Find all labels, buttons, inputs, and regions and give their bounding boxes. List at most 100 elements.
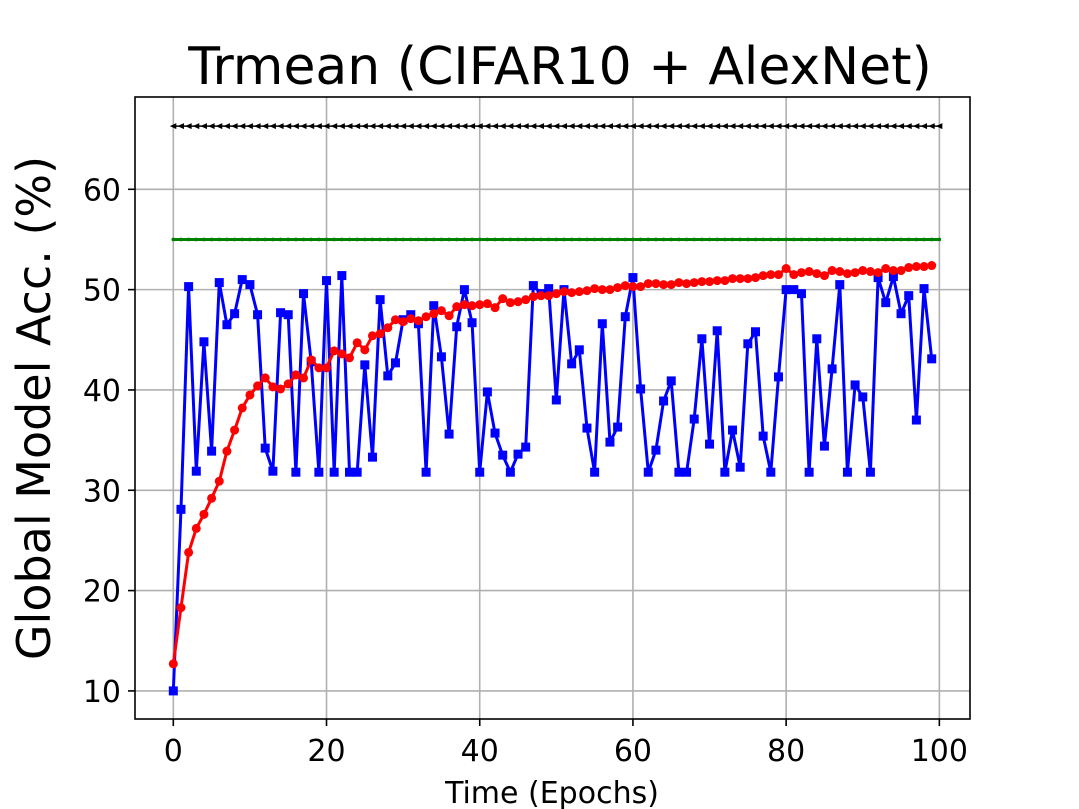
data-point: [352, 338, 362, 348]
data-point: [850, 380, 860, 390]
data-point: [360, 345, 370, 355]
data-point: [445, 123, 453, 130]
data-point: [843, 123, 851, 130]
data-point: [324, 237, 329, 242]
data-point: [613, 422, 623, 432]
data-point: [935, 123, 943, 130]
data-point: [444, 429, 454, 439]
data-point: [812, 269, 822, 279]
data-point: [414, 123, 422, 130]
data-point: [705, 439, 715, 449]
data-point: [368, 123, 376, 130]
data-point: [340, 237, 344, 242]
data-point: [712, 326, 722, 336]
data-point: [314, 467, 324, 477]
data-point: [914, 237, 919, 242]
data-point: [470, 237, 474, 242]
data-point: [773, 372, 783, 382]
data-point: [684, 237, 689, 242]
data-point: [858, 392, 868, 402]
data-point: [483, 123, 491, 130]
data-point: [513, 297, 523, 307]
data-point: [853, 237, 857, 242]
data-point: [712, 276, 722, 286]
data-point: [522, 123, 529, 130]
y-axis-label: Global Model Acc. (%): [7, 156, 61, 660]
data-point: [493, 237, 497, 242]
data-point: [545, 123, 552, 130]
data-point: [905, 123, 912, 130]
series-1: [171, 237, 942, 242]
data-point: [666, 376, 676, 386]
data-point: [431, 237, 436, 242]
data-point: [323, 123, 330, 130]
series-2: [168, 271, 937, 696]
data-point: [490, 303, 500, 313]
data-point: [922, 237, 926, 242]
data-point: [383, 371, 393, 381]
data-point: [590, 284, 600, 294]
data-point: [614, 123, 621, 130]
data-point: [753, 237, 758, 242]
x-tick-label: 0: [164, 734, 183, 769]
data-point: [873, 273, 883, 283]
data-point: [514, 123, 522, 130]
data-point: [865, 467, 875, 477]
data-point: [528, 281, 538, 291]
data-point: [698, 123, 705, 130]
data-point: [268, 382, 278, 392]
data-point: [551, 289, 561, 299]
data-point: [682, 279, 692, 289]
data-point: [621, 123, 629, 130]
data-point: [498, 450, 508, 460]
data-point: [805, 123, 813, 130]
data-point: [278, 237, 283, 242]
data-point: [827, 364, 837, 374]
data-point: [654, 237, 658, 242]
data-point: [644, 123, 652, 130]
data-point: [301, 237, 306, 242]
data-point: [773, 270, 783, 280]
data-point: [796, 289, 806, 299]
data-point: [807, 237, 811, 242]
data-point: [819, 441, 829, 451]
data-point: [812, 334, 822, 344]
data-point: [283, 310, 293, 320]
data-point: [260, 373, 270, 383]
data-point: [429, 309, 439, 319]
data-point: [185, 123, 192, 130]
data-point: [521, 442, 531, 452]
data-point: [796, 268, 806, 278]
data-point: [683, 123, 690, 130]
data-point: [643, 279, 653, 289]
data-point: [859, 123, 866, 130]
data-point: [344, 353, 354, 363]
plot-series: [168, 123, 943, 696]
data-point: [345, 123, 353, 130]
data-point: [300, 123, 307, 130]
data-point: [814, 237, 819, 242]
data-point: [232, 237, 237, 242]
data-point: [237, 275, 247, 285]
data-point: [439, 237, 444, 242]
data-point: [482, 299, 492, 309]
data-point: [559, 287, 569, 297]
data-point: [539, 237, 543, 242]
data-point: [286, 237, 291, 242]
data-point: [736, 123, 744, 130]
data-point: [927, 261, 937, 271]
y-tick-label: 20: [83, 575, 121, 610]
data-point: [248, 237, 252, 242]
x-tick-label: 20: [307, 734, 345, 769]
data-point: [317, 237, 321, 242]
data-point: [245, 280, 255, 290]
data-point: [876, 237, 880, 242]
data-point: [835, 280, 845, 290]
data-point: [638, 237, 643, 242]
data-point: [799, 237, 804, 242]
data-point: [781, 285, 791, 295]
data-point: [168, 686, 178, 696]
data-point: [276, 384, 286, 394]
data-point: [720, 276, 730, 286]
